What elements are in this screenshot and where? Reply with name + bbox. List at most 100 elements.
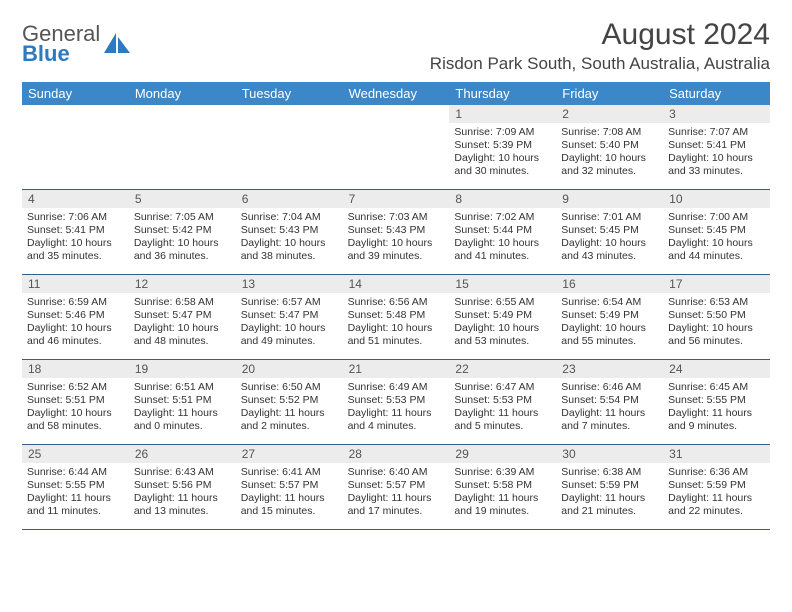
day-number: 18 bbox=[22, 360, 129, 378]
sunrise-line: Sunrise: 7:01 AM bbox=[561, 211, 658, 224]
day-number: 6 bbox=[236, 190, 343, 208]
day-info: Sunrise: 7:03 AMSunset: 5:43 PMDaylight:… bbox=[343, 208, 450, 268]
day-number: 16 bbox=[556, 275, 663, 293]
sunset-line: Sunset: 5:51 PM bbox=[27, 394, 124, 407]
sunrise-line: Sunrise: 7:02 AM bbox=[454, 211, 551, 224]
day-number: 1 bbox=[449, 105, 556, 123]
day-number bbox=[343, 105, 450, 109]
weekday-header-cell: Monday bbox=[129, 82, 236, 105]
daylight-line: Daylight: 10 hours and 48 minutes. bbox=[134, 322, 231, 348]
empty-cell bbox=[343, 105, 450, 189]
day-info: Sunrise: 7:07 AMSunset: 5:41 PMDaylight:… bbox=[663, 123, 770, 183]
day-info: Sunrise: 6:46 AMSunset: 5:54 PMDaylight:… bbox=[556, 378, 663, 438]
sunrise-line: Sunrise: 6:43 AM bbox=[134, 466, 231, 479]
sunrise-line: Sunrise: 6:46 AM bbox=[561, 381, 658, 394]
daylight-line: Daylight: 11 hours and 15 minutes. bbox=[241, 492, 338, 518]
day-cell: 19Sunrise: 6:51 AMSunset: 5:51 PMDayligh… bbox=[129, 360, 236, 444]
day-info: Sunrise: 6:52 AMSunset: 5:51 PMDaylight:… bbox=[22, 378, 129, 438]
sunset-line: Sunset: 5:59 PM bbox=[668, 479, 765, 492]
day-cell: 24Sunrise: 6:45 AMSunset: 5:55 PMDayligh… bbox=[663, 360, 770, 444]
daylight-line: Daylight: 10 hours and 35 minutes. bbox=[27, 237, 124, 263]
day-number bbox=[129, 105, 236, 109]
day-cell: 7Sunrise: 7:03 AMSunset: 5:43 PMDaylight… bbox=[343, 190, 450, 274]
day-info: Sunrise: 7:09 AMSunset: 5:39 PMDaylight:… bbox=[449, 123, 556, 183]
day-info: Sunrise: 6:39 AMSunset: 5:58 PMDaylight:… bbox=[449, 463, 556, 523]
day-cell: 26Sunrise: 6:43 AMSunset: 5:56 PMDayligh… bbox=[129, 445, 236, 529]
day-info: Sunrise: 6:57 AMSunset: 5:47 PMDaylight:… bbox=[236, 293, 343, 353]
sunrise-line: Sunrise: 7:03 AM bbox=[348, 211, 445, 224]
daylight-line: Daylight: 10 hours and 49 minutes. bbox=[241, 322, 338, 348]
day-cell: 29Sunrise: 6:39 AMSunset: 5:58 PMDayligh… bbox=[449, 445, 556, 529]
day-cell: 9Sunrise: 7:01 AMSunset: 5:45 PMDaylight… bbox=[556, 190, 663, 274]
week-row: 18Sunrise: 6:52 AMSunset: 5:51 PMDayligh… bbox=[22, 360, 770, 445]
brand-name-b: Blue bbox=[22, 41, 70, 66]
day-number: 9 bbox=[556, 190, 663, 208]
day-cell: 25Sunrise: 6:44 AMSunset: 5:55 PMDayligh… bbox=[22, 445, 129, 529]
daylight-line: Daylight: 10 hours and 46 minutes. bbox=[27, 322, 124, 348]
day-cell: 28Sunrise: 6:40 AMSunset: 5:57 PMDayligh… bbox=[343, 445, 450, 529]
daylight-line: Daylight: 11 hours and 4 minutes. bbox=[348, 407, 445, 433]
daylight-line: Daylight: 11 hours and 11 minutes. bbox=[27, 492, 124, 518]
day-cell: 16Sunrise: 6:54 AMSunset: 5:49 PMDayligh… bbox=[556, 275, 663, 359]
day-cell: 27Sunrise: 6:41 AMSunset: 5:57 PMDayligh… bbox=[236, 445, 343, 529]
sunset-line: Sunset: 5:54 PM bbox=[561, 394, 658, 407]
day-number: 29 bbox=[449, 445, 556, 463]
empty-cell bbox=[129, 105, 236, 189]
daylight-line: Daylight: 11 hours and 17 minutes. bbox=[348, 492, 445, 518]
day-info: Sunrise: 6:40 AMSunset: 5:57 PMDaylight:… bbox=[343, 463, 450, 523]
day-info: Sunrise: 6:45 AMSunset: 5:55 PMDaylight:… bbox=[663, 378, 770, 438]
sunrise-line: Sunrise: 6:44 AM bbox=[27, 466, 124, 479]
sunset-line: Sunset: 5:43 PM bbox=[348, 224, 445, 237]
sunrise-line: Sunrise: 6:47 AM bbox=[454, 381, 551, 394]
sunset-line: Sunset: 5:49 PM bbox=[561, 309, 658, 322]
daylight-line: Daylight: 10 hours and 58 minutes. bbox=[27, 407, 124, 433]
day-info: Sunrise: 6:50 AMSunset: 5:52 PMDaylight:… bbox=[236, 378, 343, 438]
sunset-line: Sunset: 5:49 PM bbox=[454, 309, 551, 322]
day-cell: 13Sunrise: 6:57 AMSunset: 5:47 PMDayligh… bbox=[236, 275, 343, 359]
day-cell: 20Sunrise: 6:50 AMSunset: 5:52 PMDayligh… bbox=[236, 360, 343, 444]
day-number bbox=[22, 105, 129, 109]
sunset-line: Sunset: 5:47 PM bbox=[134, 309, 231, 322]
sunrise-line: Sunrise: 6:57 AM bbox=[241, 296, 338, 309]
day-info: Sunrise: 6:51 AMSunset: 5:51 PMDaylight:… bbox=[129, 378, 236, 438]
sunset-line: Sunset: 5:58 PM bbox=[454, 479, 551, 492]
weekday-header-row: SundayMondayTuesdayWednesdayThursdayFrid… bbox=[22, 82, 770, 105]
sunrise-line: Sunrise: 7:06 AM bbox=[27, 211, 124, 224]
day-number: 19 bbox=[129, 360, 236, 378]
sunrise-line: Sunrise: 6:41 AM bbox=[241, 466, 338, 479]
sunset-line: Sunset: 5:51 PM bbox=[134, 394, 231, 407]
sunset-line: Sunset: 5:43 PM bbox=[241, 224, 338, 237]
daylight-line: Daylight: 10 hours and 53 minutes. bbox=[454, 322, 551, 348]
daylight-line: Daylight: 11 hours and 21 minutes. bbox=[561, 492, 658, 518]
day-number: 23 bbox=[556, 360, 663, 378]
empty-cell bbox=[22, 105, 129, 189]
month-title: August 2024 bbox=[430, 18, 770, 52]
sunset-line: Sunset: 5:52 PM bbox=[241, 394, 338, 407]
sunrise-line: Sunrise: 6:39 AM bbox=[454, 466, 551, 479]
day-info: Sunrise: 6:53 AMSunset: 5:50 PMDaylight:… bbox=[663, 293, 770, 353]
day-cell: 6Sunrise: 7:04 AMSunset: 5:43 PMDaylight… bbox=[236, 190, 343, 274]
sunset-line: Sunset: 5:45 PM bbox=[668, 224, 765, 237]
sunrise-line: Sunrise: 6:53 AM bbox=[668, 296, 765, 309]
sunrise-line: Sunrise: 7:05 AM bbox=[134, 211, 231, 224]
header-row: General Blue August 2024 Risdon Park Sou… bbox=[22, 18, 770, 74]
day-info: Sunrise: 7:06 AMSunset: 5:41 PMDaylight:… bbox=[22, 208, 129, 268]
day-cell: 21Sunrise: 6:49 AMSunset: 5:53 PMDayligh… bbox=[343, 360, 450, 444]
day-number: 20 bbox=[236, 360, 343, 378]
sunset-line: Sunset: 5:57 PM bbox=[241, 479, 338, 492]
sunrise-line: Sunrise: 6:55 AM bbox=[454, 296, 551, 309]
sunrise-line: Sunrise: 6:38 AM bbox=[561, 466, 658, 479]
brand-logo: General Blue bbox=[22, 18, 132, 64]
day-cell: 17Sunrise: 6:53 AMSunset: 5:50 PMDayligh… bbox=[663, 275, 770, 359]
day-cell: 12Sunrise: 6:58 AMSunset: 5:47 PMDayligh… bbox=[129, 275, 236, 359]
daylight-line: Daylight: 10 hours and 38 minutes. bbox=[241, 237, 338, 263]
day-number: 26 bbox=[129, 445, 236, 463]
day-number: 17 bbox=[663, 275, 770, 293]
day-cell: 2Sunrise: 7:08 AMSunset: 5:40 PMDaylight… bbox=[556, 105, 663, 189]
day-info: Sunrise: 6:43 AMSunset: 5:56 PMDaylight:… bbox=[129, 463, 236, 523]
daylight-line: Daylight: 10 hours and 51 minutes. bbox=[348, 322, 445, 348]
day-cell: 15Sunrise: 6:55 AMSunset: 5:49 PMDayligh… bbox=[449, 275, 556, 359]
weekday-header-cell: Wednesday bbox=[343, 82, 450, 105]
day-info: Sunrise: 6:41 AMSunset: 5:57 PMDaylight:… bbox=[236, 463, 343, 523]
day-number: 22 bbox=[449, 360, 556, 378]
